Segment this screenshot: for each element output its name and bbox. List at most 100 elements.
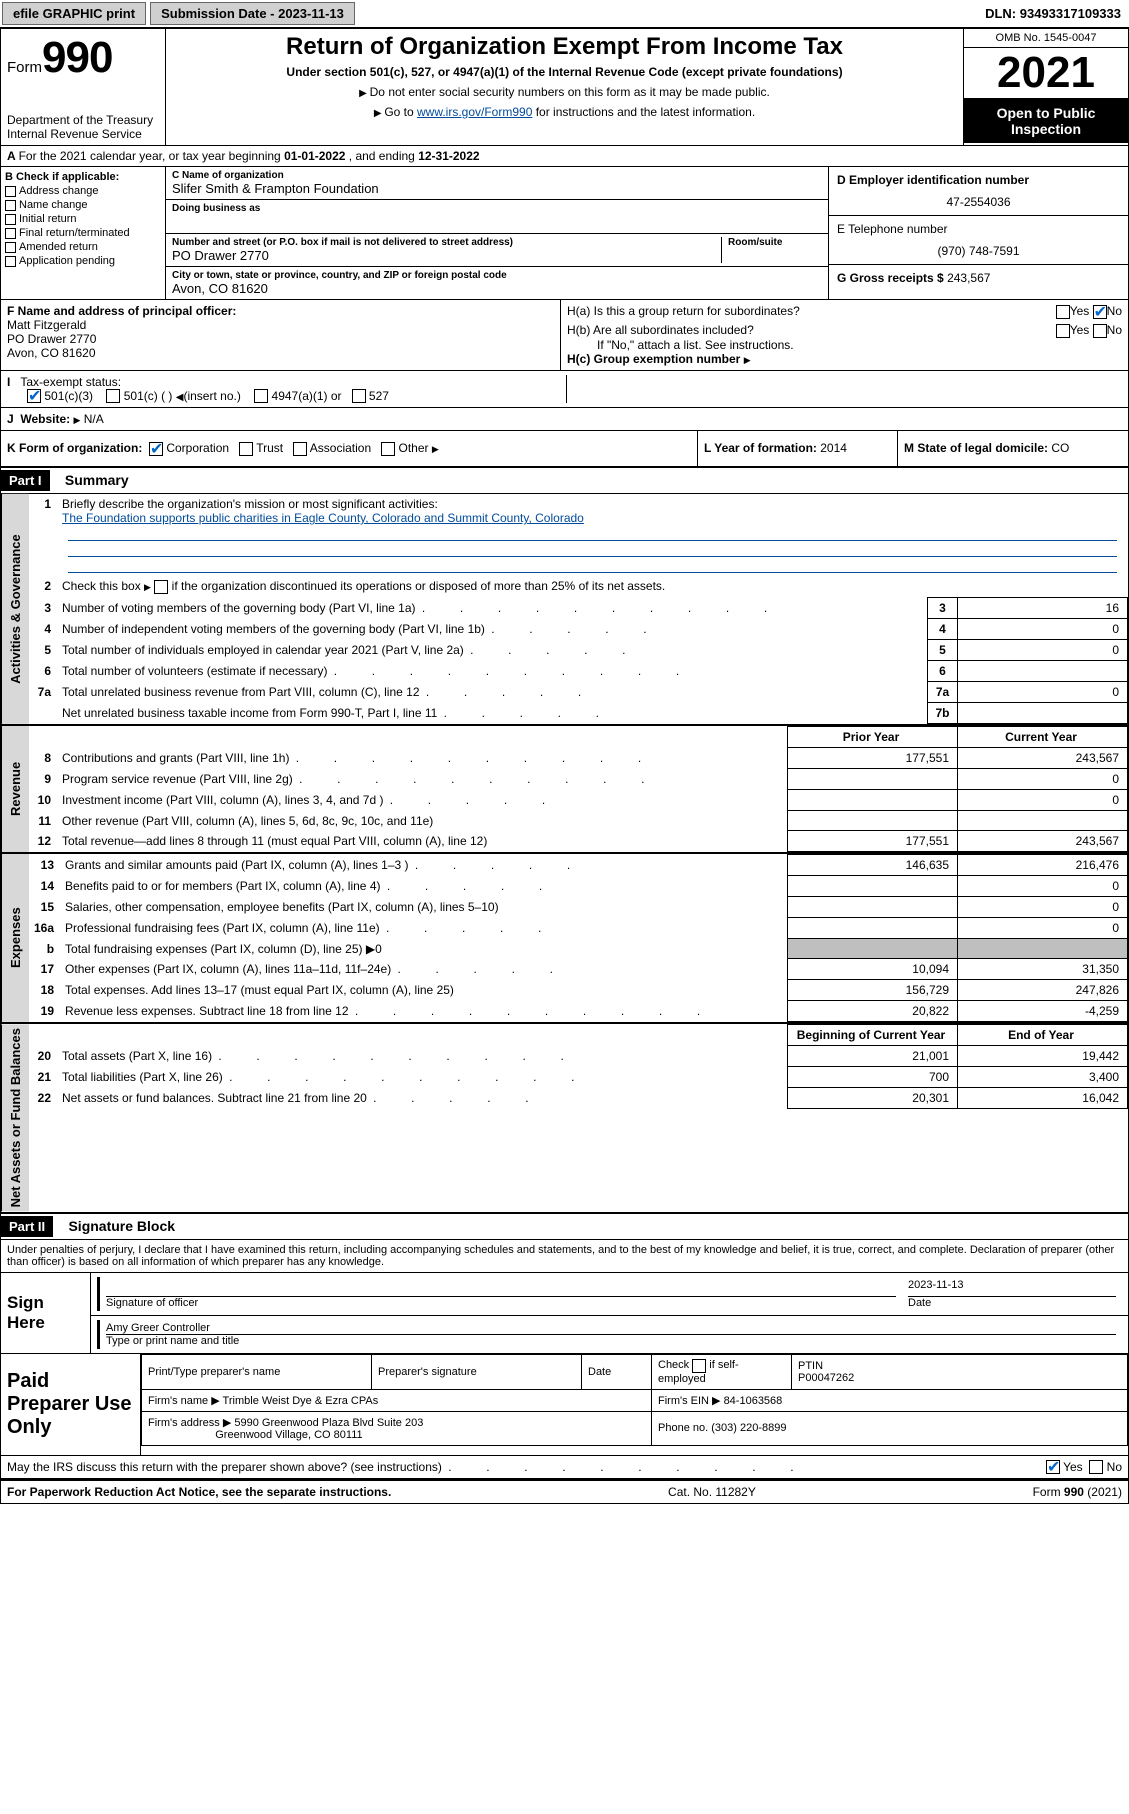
chk-4947[interactable]	[254, 389, 268, 403]
firm-name-label: Firm's name ▶	[148, 1395, 223, 1407]
r16a-d: Professional fundraising fees (Part IX, …	[60, 918, 787, 939]
prep-date-label: Date	[582, 1354, 652, 1389]
firm-addr-label: Firm's address ▶	[148, 1417, 234, 1429]
submission-date-button[interactable]: Submission Date - 2023-11-13	[150, 2, 355, 25]
addr-label: Number and street (or P.O. box if mail i…	[172, 237, 715, 248]
r19-p: 20,822	[788, 1001, 958, 1022]
r5-b: 5	[928, 640, 958, 661]
chk-other[interactable]	[381, 442, 395, 456]
chk-name-change[interactable]	[5, 200, 16, 211]
self-employed-label: Check if self-employed	[658, 1359, 739, 1384]
officer-addr2: Avon, CO 81620	[7, 346, 96, 360]
dln-label: DLN:	[985, 6, 1020, 21]
tax-year: 2021	[964, 48, 1128, 99]
chk-501c[interactable]	[106, 389, 120, 403]
ssn-note: Do not enter social security numbers on …	[172, 85, 957, 99]
r7a-d: Total unrelated business revenue from Pa…	[57, 682, 928, 703]
box-c: C Name of organization Slifer Smith & Fr…	[166, 167, 828, 299]
r13-d: Grants and similar amounts paid (Part IX…	[60, 855, 787, 876]
chk-final-return[interactable]	[5, 228, 16, 239]
r12-p: 177,551	[788, 831, 958, 852]
form-label: Form	[7, 59, 42, 76]
opt-501c: 501(c) ( )	[124, 389, 173, 403]
vlabel-revenue: Revenue	[1, 726, 29, 852]
discuss-no: No	[1107, 1460, 1122, 1474]
r6-d: Total number of volunteers (estimate if …	[57, 661, 928, 682]
ha-label: H(a) Is this a group return for subordin…	[567, 304, 827, 319]
irs-link[interactable]: www.irs.gov/Form990	[417, 105, 532, 119]
chk-501c3[interactable]	[27, 389, 41, 403]
chk-discuss-yes[interactable]	[1046, 1460, 1060, 1474]
r17-d: Other expenses (Part IX, column (A), lin…	[60, 959, 787, 980]
r5-v: 0	[958, 640, 1128, 661]
ha-yes[interactable]	[1056, 305, 1070, 319]
r9-p	[788, 769, 958, 790]
no-label: No	[1107, 304, 1122, 318]
vlabel-governance: Activities & Governance	[1, 494, 29, 724]
ptin-label: PTIN	[798, 1360, 823, 1372]
r11-d: Other revenue (Part VIII, column (A), li…	[57, 811, 788, 831]
opt-corp: Corporation	[166, 441, 229, 455]
mission-label: Briefly describe the organization's miss…	[62, 497, 438, 511]
opt-assoc: Association	[310, 441, 371, 455]
firm-addr1: 5990 Greenwood Plaza Blvd Suite 203	[234, 1417, 423, 1429]
chk-amended-return[interactable]	[5, 242, 16, 253]
org-name: Slifer Smith & Frampton Foundation	[172, 181, 822, 196]
r6-v	[958, 661, 1128, 682]
r6-b: 6	[928, 661, 958, 682]
r8-d: Contributions and grants (Part VIII, lin…	[57, 748, 788, 769]
hb-yes[interactable]	[1056, 324, 1070, 338]
col-current: Current Year	[958, 727, 1128, 748]
firm-ein: 84-1063568	[724, 1395, 783, 1407]
r18-n: 18	[29, 980, 60, 1001]
chk-label-1: Name change	[19, 199, 88, 211]
period-pre: For the 2021 calendar year, or tax year …	[19, 149, 285, 163]
chk-527[interactable]	[352, 389, 366, 403]
irs-discuss: May the IRS discuss this return with the…	[7, 1460, 1046, 1475]
yes-label-2: Yes	[1070, 323, 1090, 337]
r18-d: Total expenses. Add lines 13–17 (must eq…	[60, 980, 787, 1001]
officer-addr1: PO Drawer 2770	[7, 332, 96, 346]
hb-note: If "No," attach a list. See instructions…	[567, 338, 1122, 352]
year-formation-label: L Year of formation:	[704, 441, 820, 455]
r3-n: 3	[29, 598, 57, 619]
r22-n: 22	[29, 1088, 57, 1109]
chk-corporation[interactable]	[149, 442, 163, 456]
website-arrow-icon	[74, 412, 81, 426]
vlabel-netassets: Net Assets or Fund Balances	[1, 1024, 29, 1211]
ha-no[interactable]	[1093, 305, 1107, 319]
room-label: Room/suite	[728, 237, 822, 248]
r15-c: 0	[958, 897, 1128, 918]
part-ii-header: Part II	[1, 1216, 53, 1237]
submission-date: 2023-11-13	[278, 6, 344, 21]
period-line: A For the 2021 calendar year, or tax yea…	[1, 146, 1128, 167]
submission-label: Submission Date -	[161, 6, 278, 21]
q2-text: Check this box if the organization disco…	[62, 579, 665, 593]
r7b-d: Net unrelated business taxable income fr…	[57, 703, 928, 724]
paperwork-notice: For Paperwork Reduction Act Notice, see …	[7, 1485, 391, 1499]
chk-trust[interactable]	[239, 442, 253, 456]
hb-no[interactable]	[1093, 324, 1107, 338]
r14-n: 14	[29, 876, 60, 897]
r18-c: 247,826	[958, 980, 1128, 1001]
chk-discuss-no[interactable]	[1089, 1460, 1103, 1474]
hc-label: H(c) Group exemption number	[567, 352, 740, 366]
chk-app-pending[interactable]	[5, 256, 16, 267]
chk-self-employed[interactable]	[692, 1359, 706, 1373]
r22-d: Net assets or fund balances. Subtract li…	[57, 1088, 788, 1109]
chk-association[interactable]	[293, 442, 307, 456]
r9-n: 9	[29, 769, 57, 790]
part-i-title: Summary	[53, 472, 129, 488]
phone-label: E Telephone number	[837, 222, 948, 236]
efile-print-button[interactable]: efile GRAPHIC print	[2, 2, 146, 25]
chk-initial-return[interactable]	[5, 214, 16, 225]
chk-discontinued[interactable]	[154, 580, 168, 594]
year-formation: 2014	[820, 441, 847, 455]
r8-p: 177,551	[788, 748, 958, 769]
part-i-header: Part I	[1, 470, 50, 491]
r16b-c	[958, 939, 1128, 959]
firm-ein-label: Firm's EIN ▶	[658, 1395, 724, 1407]
mission-text[interactable]: The Foundation supports public charities…	[62, 511, 584, 525]
note2-pre: Go to	[384, 105, 417, 119]
chk-address-change[interactable]	[5, 186, 16, 197]
